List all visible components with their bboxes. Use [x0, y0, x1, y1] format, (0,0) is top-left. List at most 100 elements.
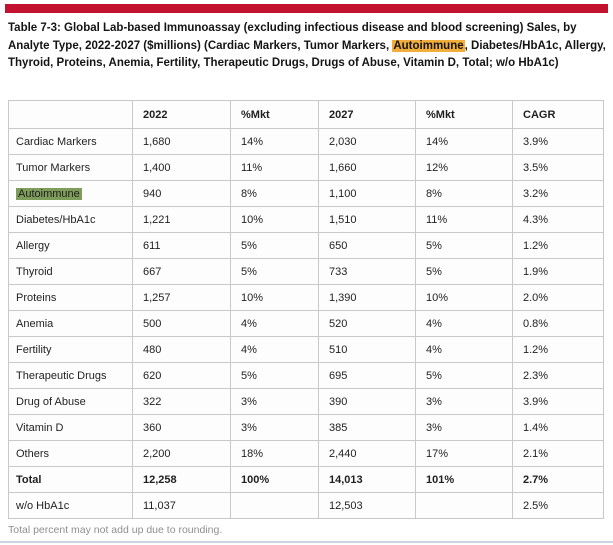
value-cell: 2,200	[132, 440, 231, 467]
table-row: Tumor Markers 1,400 11% 1,660 12% 3.5%	[8, 154, 604, 181]
value-cell: 2.3%	[512, 362, 604, 389]
value-cell: 1.2%	[512, 232, 604, 259]
value-cell: 14,013	[318, 466, 416, 493]
value-cell: 14%	[415, 128, 513, 155]
header-mkt-2027: %Mkt	[415, 100, 513, 129]
value-cell: 1,660	[318, 154, 416, 181]
title-highlight-autoimmune: Autoimmune	[392, 39, 465, 52]
table-row: Thyroid 667 5% 733 5% 1.9%	[8, 258, 604, 285]
row-label-cell: Anemia	[8, 310, 133, 337]
table-row: Proteins 1,257 10% 1,390 10% 2.0%	[8, 284, 604, 311]
row-label-cell: Diabetes/HbA1c	[8, 206, 133, 233]
value-cell: 4%	[415, 310, 513, 337]
table-row: Fertility 480 4% 510 4% 1.2%	[8, 336, 604, 363]
value-cell: 5%	[415, 362, 513, 389]
header-2022: 2022	[132, 100, 231, 129]
value-cell: 2.0%	[512, 284, 604, 311]
value-cell	[230, 492, 319, 519]
value-cell: 3%	[415, 414, 513, 441]
row-label-cell: Others	[8, 440, 133, 467]
row-label-cell: Proteins	[8, 284, 133, 311]
value-cell: 11%	[230, 154, 319, 181]
value-cell: 620	[132, 362, 231, 389]
value-cell: 667	[132, 258, 231, 285]
row-label-cell: Therapeutic Drugs	[8, 362, 133, 389]
row-label-cell: Vitamin D	[8, 414, 133, 441]
value-cell: 3.2%	[512, 180, 604, 207]
value-cell: 390	[318, 388, 416, 415]
value-cell: 1,100	[318, 180, 416, 207]
value-cell: 520	[318, 310, 416, 337]
value-cell: 385	[318, 414, 416, 441]
value-cell: 4%	[230, 310, 319, 337]
row-label-cell: Drug of Abuse	[8, 388, 133, 415]
row-label-cell: Tumor Markers	[8, 154, 133, 181]
value-cell: 2,030	[318, 128, 416, 155]
table-header-row: 2022 %Mkt 2027 %Mkt CAGR	[8, 100, 604, 129]
row-label-cell: Cardiac Markers	[8, 128, 133, 155]
value-cell: 480	[132, 336, 231, 363]
value-cell: 2.7%	[512, 466, 604, 493]
table-row: Diabetes/HbA1c 1,221 10% 1,510 11% 4.3%	[8, 206, 604, 233]
value-cell: 1,510	[318, 206, 416, 233]
table-row: Vitamin D 360 3% 385 3% 1.4%	[8, 414, 604, 441]
value-cell: 5%	[415, 232, 513, 259]
table-title-prefix: Table 7-3: Global Lab-based Immunoassay …	[8, 22, 577, 52]
value-cell: 695	[318, 362, 416, 389]
value-cell: 8%	[230, 180, 319, 207]
value-cell: 12,503	[318, 492, 416, 519]
table-body: Cardiac Markers 1,680 14% 2,030 14% 3.9% Tumor…	[8, 128, 604, 519]
row-label-cell: Total	[8, 466, 133, 493]
table-row: Cardiac Markers 1,680 14% 2,030 14% 3.9%	[8, 128, 604, 155]
value-cell: 0.8%	[512, 310, 604, 337]
value-cell: 1,221	[132, 206, 231, 233]
header-2027: 2027	[318, 100, 416, 129]
table-row: Others 2,200 18% 2,440 17% 2.1%	[8, 440, 604, 467]
value-cell: 940	[132, 180, 231, 207]
row-label-cell: Thyroid	[8, 258, 133, 285]
header-analyte	[8, 100, 133, 129]
table-row: Drug of Abuse 322 3% 390 3% 3.9%	[8, 388, 604, 415]
table-row: w/o HbA1c 11,037 12,503 2.5%	[8, 492, 604, 519]
header-cagr: CAGR	[512, 100, 604, 129]
table-row: Total 12,258 100% 14,013 101% 2.7%	[8, 466, 604, 493]
value-cell: 4%	[415, 336, 513, 363]
header-mkt-2022: %Mkt	[230, 100, 319, 129]
value-cell: 1.4%	[512, 414, 604, 441]
value-cell: 11,037	[132, 492, 231, 519]
value-cell: 510	[318, 336, 416, 363]
value-cell: 650	[318, 232, 416, 259]
row-label-cell: Fertility	[8, 336, 133, 363]
value-cell: 14%	[230, 128, 319, 155]
value-cell: 611	[132, 232, 231, 259]
row-label-cell: w/o HbA1c	[8, 492, 133, 519]
value-cell: 360	[132, 414, 231, 441]
table-row: Therapeutic Drugs 620 5% 695 5% 2.3%	[8, 362, 604, 389]
value-cell: 1,680	[132, 128, 231, 155]
value-cell: 3.9%	[512, 388, 604, 415]
sales-table: 2022 %Mkt 2027 %Mkt CAGR Cardiac Markers…	[8, 100, 604, 519]
value-cell: 10%	[230, 284, 319, 311]
value-cell: 10%	[415, 284, 513, 311]
value-cell: 18%	[230, 440, 319, 467]
value-cell: 3%	[230, 414, 319, 441]
value-cell: 733	[318, 258, 416, 285]
value-cell: 4%	[230, 336, 319, 363]
value-cell: 5%	[230, 258, 319, 285]
value-cell: 8%	[415, 180, 513, 207]
value-cell: 101%	[415, 466, 513, 493]
autoimmune-row-highlight: Autoimmune	[16, 187, 82, 200]
value-cell: 1,400	[132, 154, 231, 181]
table-row: Autoimmune 940 8% 1,100 8% 3.2%	[8, 180, 604, 207]
value-cell: 2.1%	[512, 440, 604, 467]
top-accent-bar	[5, 4, 608, 13]
value-cell: 3%	[415, 388, 513, 415]
value-cell: 17%	[415, 440, 513, 467]
footnote: Total percent may not add up due to roun…	[8, 524, 223, 536]
value-cell: 322	[132, 388, 231, 415]
row-label-cell: Autoimmune	[8, 180, 133, 207]
value-cell: 3%	[230, 388, 319, 415]
value-cell: 5%	[230, 232, 319, 259]
value-cell: 12,258	[132, 466, 231, 493]
